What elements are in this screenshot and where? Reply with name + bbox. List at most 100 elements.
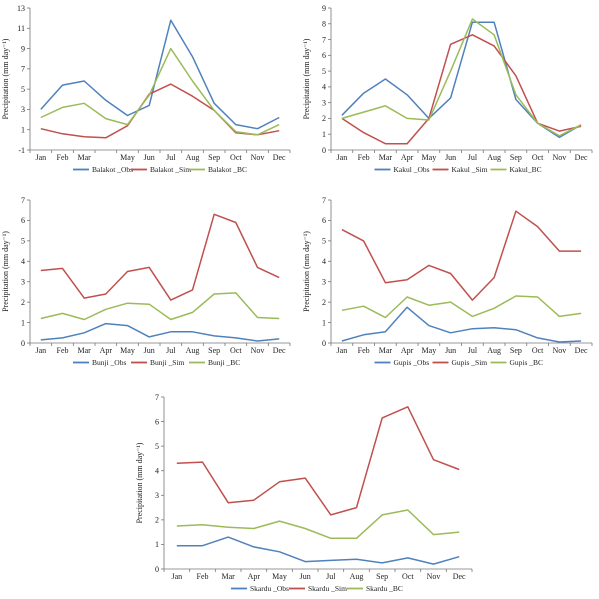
x-tick-label: May [422, 153, 437, 162]
x-tick-label: Jan [337, 153, 348, 162]
x-tick-label: Feb [197, 572, 209, 581]
y-tick-label: 7 [21, 196, 25, 205]
y-tick-label: 1 [21, 126, 25, 135]
y-tick-label: 1 [155, 540, 159, 549]
x-tick-label: Feb [358, 153, 370, 162]
series-line-gupis-bc [341, 295, 582, 319]
legend-label: Gupis _BC [510, 358, 544, 367]
y-tick-label: 6 [155, 417, 159, 426]
x-tick-label: May [120, 346, 135, 355]
y-tick-label: 4 [21, 257, 25, 266]
y-tick-label: 3 [322, 278, 326, 287]
legend-label: Balakot _BC [208, 165, 247, 174]
y-tick-label: 11 [17, 24, 25, 33]
y-tick-label: 3 [155, 491, 159, 500]
legend-label: Skardu _Obs [250, 584, 289, 593]
legend-label: Bunji _BC [208, 358, 240, 367]
x-tick-label: Oct [532, 346, 544, 355]
x-tick-label: Apr [401, 153, 414, 162]
x-tick-label: Jan [35, 153, 46, 162]
legend-label: Bunji _Obs [92, 358, 126, 367]
y-tick-label: 6 [21, 216, 25, 225]
x-tick-label: Nov [427, 572, 441, 581]
x-tick-label: Oct [532, 153, 544, 162]
y-tick-label: 7 [21, 65, 25, 74]
x-tick-label: Apr [248, 572, 261, 581]
x-tick-label: Sep [208, 346, 220, 355]
series-line-skardu-obs [176, 536, 460, 565]
legend-label: Gupis _Obs [394, 358, 430, 367]
x-tick-label: Aug [186, 346, 200, 355]
x-tick-label: Oct [230, 346, 242, 355]
x-tick-label: Mar [78, 153, 92, 162]
series-line-bunji-obs [40, 322, 280, 342]
y-axis-title: Precipitation (mm day⁻¹) [1, 231, 10, 312]
x-tick-label: Jun [144, 346, 155, 355]
series-line-skardu-bc [176, 509, 460, 540]
x-tick-label: Dec [273, 346, 286, 355]
x-tick-label: Dec [575, 346, 588, 355]
y-tick-label: 9 [322, 4, 326, 13]
y-tick-label: 9 [21, 44, 25, 53]
y-tick-label: 5 [322, 67, 326, 76]
legend-label: Balakot _Obs [92, 165, 133, 174]
x-tick-label: Jun [144, 153, 155, 162]
legend-label: Kakul _Obs [394, 165, 430, 174]
x-tick-label: Feb [57, 153, 69, 162]
x-tick-label: Jan [337, 346, 348, 355]
x-tick-label: Oct [230, 153, 242, 162]
y-tick-label: 7 [322, 35, 326, 44]
x-tick-label: Jun [445, 153, 456, 162]
legend-label: Kakul _Sim [452, 165, 488, 174]
x-tick-label: Nov [552, 346, 566, 355]
x-tick-label: Jul [326, 572, 336, 581]
y-tick-label: 7 [322, 196, 326, 205]
legend-label: Bunji _Sim [150, 358, 185, 367]
x-tick-label: Aug [186, 153, 200, 162]
y-tick-label: 5 [155, 442, 159, 451]
x-tick-label: Dec [453, 572, 466, 581]
y-tick-label: 2 [322, 114, 326, 123]
y-tick-label: 3 [322, 98, 326, 107]
chart-panel-2: 0 1 2 3 4 5 6 7 8 9 Jan Feb Mar Apr May Jun Jul Aug Sep Oct… [302, 4, 593, 174]
y-tick-label: 0 [21, 339, 25, 348]
x-tick-label: Mar [78, 346, 92, 355]
y-tick-label: 1 [322, 130, 326, 139]
x-tick-label: Feb [57, 346, 69, 355]
x-tick-label: Nov [251, 153, 265, 162]
x-tick-label: May [422, 346, 437, 355]
y-tick-label: 0 [155, 565, 159, 574]
x-tick-label: Jan [35, 346, 46, 355]
x-tick-label: Jan [171, 572, 182, 581]
legend-label: Balakot _Sim [150, 165, 191, 174]
x-tick-label: Aug [487, 346, 501, 355]
legend-label: Skardu _Sim [308, 584, 347, 593]
x-tick-label: Aug [350, 572, 364, 581]
y-tick-label: 5 [21, 237, 25, 246]
chart-panel-4: 0 1 2 3 4 5 6 7 Jan Feb Mar Apr May Jun Jul Aug Sep Oct No… [302, 196, 593, 367]
x-tick-label: Sep [510, 346, 522, 355]
y-axis-title: Precipitation (mm day⁻¹) [1, 38, 10, 119]
legend-label: Skardu _BC [366, 584, 403, 593]
series-line-gupis-sim [341, 210, 582, 301]
x-tick-label: Jul [468, 346, 478, 355]
y-tick-label: 5 [322, 237, 326, 246]
y-tick-label: 7 [155, 393, 159, 402]
x-tick-label: Mar [222, 572, 236, 581]
legend-label: Gupis _Sim [452, 358, 488, 367]
y-tick-label: 3 [21, 278, 25, 287]
series-line-balakot-bc [40, 47, 280, 136]
x-tick-label: Jun [445, 346, 456, 355]
y-tick-label: 1 [322, 318, 326, 327]
y-tick-label: 6 [322, 216, 326, 225]
y-tick-label: 4 [322, 83, 326, 92]
x-tick-label: Sep [510, 153, 522, 162]
y-tick-label: 4 [322, 257, 326, 266]
legend-label: Kakul_BC [510, 165, 542, 174]
y-tick-label: 1 [21, 318, 25, 327]
y-tick-label: 13 [17, 4, 25, 13]
x-tick-label: Aug [487, 153, 501, 162]
y-tick-label: 0 [322, 339, 326, 348]
